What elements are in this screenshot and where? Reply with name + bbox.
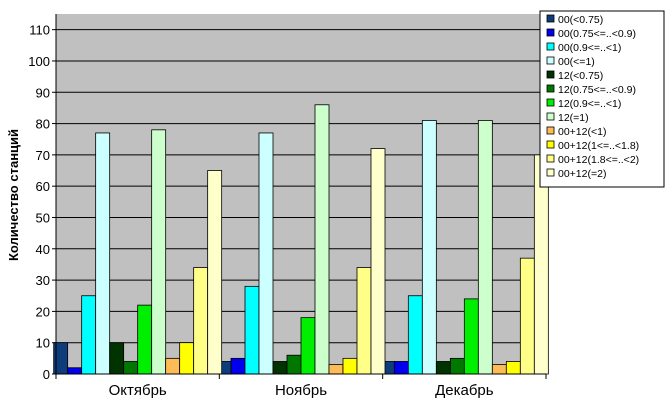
legend-label: 00(<0.75) <box>558 14 603 26</box>
legend-label: 00+12(<1) <box>558 126 606 138</box>
bar <box>272 361 288 375</box>
x-category-labels: Октябрь Ноябрь Декабрь <box>55 374 547 399</box>
bar <box>109 342 125 375</box>
bar <box>342 357 358 375</box>
y-tick-label: 50 <box>36 210 50 225</box>
legend: 00(<0.75) 00(0.75<=..<0.9) 00(0.9<=..<1) 00… <box>539 10 665 188</box>
bar <box>81 295 97 375</box>
bar <box>286 354 302 375</box>
gridlines <box>56 29 546 344</box>
legend-swatch <box>546 56 555 65</box>
legend-label: 00+12(=2) <box>558 168 606 180</box>
x-category-label: Октябрь <box>109 382 167 399</box>
bar <box>435 361 451 375</box>
y-tick-label: 30 <box>36 273 50 288</box>
legend-label: 12(0.9<=..<1) <box>558 98 621 110</box>
legend-swatch <box>546 126 555 135</box>
bar <box>519 257 535 375</box>
bar <box>193 267 209 375</box>
y-tick-label: 110 <box>29 23 50 38</box>
bar <box>165 357 181 375</box>
legend-label: 12(<0.75) <box>558 70 603 82</box>
y-tick-labels: 0 10 20 30 40 50 60 70 80 90 100 110 <box>28 23 56 382</box>
legend-swatch <box>546 140 555 149</box>
y-tick-label: 10 <box>36 336 50 351</box>
legend-box <box>539 10 665 188</box>
y-axis-label: Количество станций <box>6 129 21 261</box>
bar <box>449 357 465 375</box>
legend-label: 00(<=1) <box>558 56 595 68</box>
bar <box>491 364 507 375</box>
bar <box>477 120 493 375</box>
bar <box>67 367 83 375</box>
bar <box>463 298 479 375</box>
legend-label: 00(0.75<=..<0.9) <box>558 28 636 40</box>
legend-swatch <box>546 42 555 51</box>
y-tick-label: 90 <box>36 85 50 100</box>
y-tick-label: 60 <box>36 179 50 194</box>
legend-swatch <box>546 84 555 93</box>
legend-swatch <box>546 28 555 37</box>
legend-label: 00+12(1.8<=..<2) <box>558 154 639 166</box>
legend-swatch <box>546 168 555 177</box>
bar <box>407 295 423 375</box>
legend-swatch <box>546 14 555 23</box>
legend-label: 00(0.9<=..<1) <box>558 42 621 54</box>
bar <box>179 342 195 375</box>
y-tick-label: 40 <box>36 242 50 257</box>
legend-swatch <box>546 98 555 107</box>
bar <box>505 361 521 375</box>
bar <box>421 120 437 375</box>
legend-swatch <box>546 70 555 79</box>
bar <box>123 361 139 375</box>
bar <box>370 148 386 375</box>
bar <box>314 104 330 375</box>
x-category-label: Декабрь <box>435 382 494 399</box>
bar <box>95 132 111 375</box>
legend-label: 12(=1) <box>558 112 589 124</box>
y-tick-label: 100 <box>28 54 50 69</box>
bar <box>207 170 223 375</box>
y-tick-label: 20 <box>36 304 50 319</box>
bar <box>328 364 344 375</box>
bar <box>151 129 167 375</box>
y-tick-label: 80 <box>36 117 50 132</box>
legend-label: 12(0.75<=..<0.9) <box>558 84 636 96</box>
bar <box>393 361 409 375</box>
x-category-label: Ноябрь <box>275 382 327 399</box>
bar <box>533 154 549 375</box>
y-tick-label: 0 <box>43 367 50 382</box>
bar <box>230 357 246 375</box>
bar <box>300 317 316 375</box>
bar <box>258 132 274 375</box>
bars <box>53 104 549 375</box>
bar <box>244 285 260 375</box>
bar <box>356 267 372 375</box>
y-tick-label: 70 <box>36 148 50 163</box>
legend-swatch <box>546 112 555 121</box>
legend-swatch <box>546 154 555 163</box>
legend-label: 00+12(1<=..<1.8) <box>558 140 639 152</box>
bar <box>137 304 153 375</box>
